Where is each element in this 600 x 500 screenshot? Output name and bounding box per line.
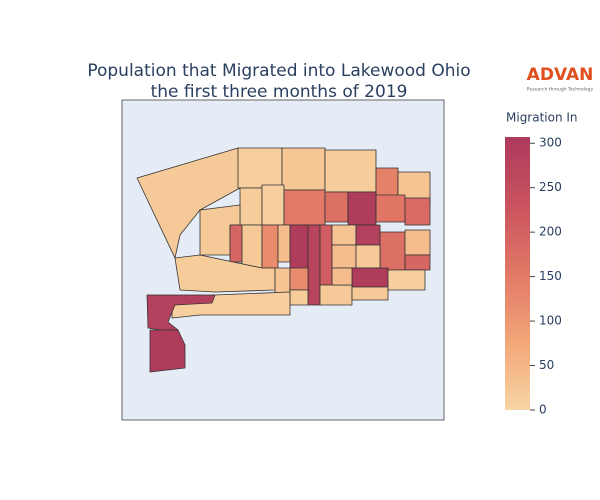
region bbox=[261, 224, 279, 269]
region bbox=[404, 254, 431, 271]
region bbox=[351, 267, 389, 288]
region bbox=[355, 224, 381, 246]
region bbox=[375, 167, 399, 199]
logo-name: ADVAN bbox=[527, 65, 594, 85]
region bbox=[324, 149, 377, 193]
region bbox=[289, 289, 309, 306]
logo-tagline: Research through Technology bbox=[527, 87, 594, 93]
chart-title: the first three months of 2019 bbox=[151, 82, 408, 102]
region bbox=[347, 191, 377, 226]
region bbox=[324, 191, 349, 223]
region bbox=[239, 187, 263, 226]
region bbox=[355, 244, 381, 269]
region bbox=[277, 224, 291, 263]
region bbox=[379, 231, 406, 271]
region bbox=[229, 224, 243, 263]
chart-title: Population that Migrated into Lakewood O… bbox=[87, 61, 470, 81]
colorbar-ticks: 0 50 100 150 200 250 300 bbox=[530, 136, 562, 417]
region bbox=[404, 229, 431, 256]
colorbar-tick-label: 0 bbox=[539, 403, 547, 417]
colorbar-tick-label: 100 bbox=[539, 314, 562, 328]
colorbar-tick-label: 300 bbox=[539, 136, 562, 150]
region bbox=[375, 194, 406, 223]
region bbox=[261, 184, 285, 226]
region bbox=[319, 224, 333, 286]
colorbar-tick-label: 200 bbox=[539, 225, 562, 239]
colorbar-tick-label: 50 bbox=[539, 358, 554, 372]
region bbox=[331, 244, 357, 269]
region bbox=[283, 189, 326, 226]
region bbox=[351, 286, 389, 301]
colorbar bbox=[505, 137, 530, 410]
regions bbox=[136, 147, 431, 373]
region bbox=[387, 269, 426, 291]
region bbox=[146, 294, 216, 331]
region bbox=[281, 147, 326, 191]
colorbar-tick-label: 250 bbox=[539, 180, 562, 194]
colorbar-tick-label: 150 bbox=[539, 269, 562, 283]
region bbox=[404, 197, 431, 226]
region bbox=[331, 267, 353, 286]
region bbox=[289, 267, 309, 291]
region bbox=[307, 224, 321, 306]
region bbox=[237, 147, 283, 189]
region bbox=[149, 329, 186, 373]
colorbar-title: Migration In bbox=[506, 111, 578, 125]
region bbox=[331, 224, 357, 246]
region bbox=[319, 284, 353, 306]
region bbox=[241, 224, 263, 269]
